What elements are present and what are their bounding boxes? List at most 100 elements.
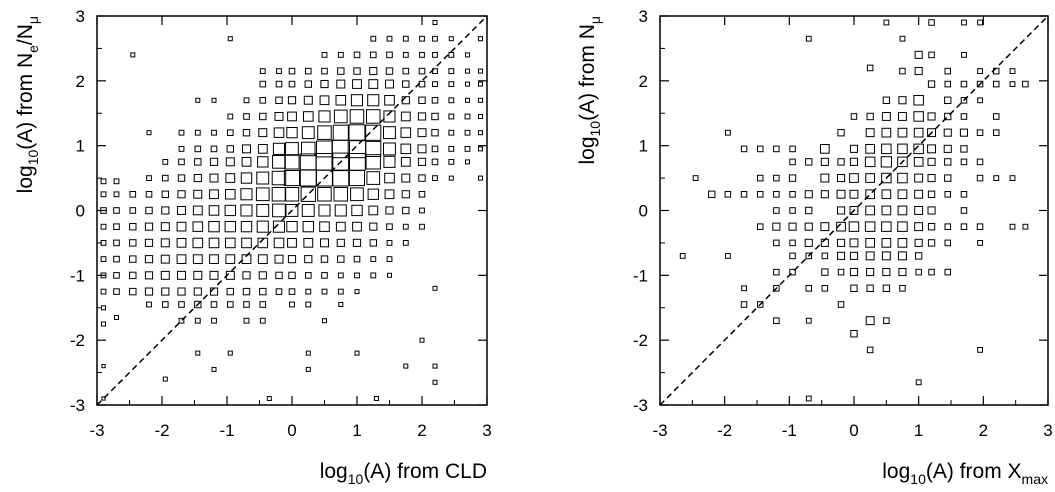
left-y-tick-label: -3 [70,396,85,415]
right-histogram-bin [913,143,924,155]
left-histogram-bin [285,204,299,217]
left-histogram-bin [162,376,168,382]
left-histogram-bin [354,289,360,295]
left-histogram-bin [209,254,219,265]
right-histogram-bin [773,174,780,182]
left-histogram-bin [176,221,187,232]
left-histogram-bin [418,67,426,75]
left-histogram-bin [374,396,379,401]
left-histogram-bin [144,255,154,264]
right-histogram-bin [897,156,908,168]
right-histogram-bin [757,301,764,308]
left-y-tick-label: 3 [76,7,85,26]
right-y-axis-label: log10(A) from Nμ [576,16,603,165]
right-histogram-bin [914,189,924,199]
right-histogram-bin [820,173,830,183]
right-histogram-bin [788,222,797,231]
left-histogram-bin [321,288,328,295]
right-histogram-bin [961,19,967,26]
left-histogram-bin [386,51,393,59]
right-histogram-bin [849,251,859,260]
left-histogram-bin [478,175,483,181]
right-histogram-bin [850,330,858,338]
right-histogram-bin [993,175,1000,181]
left-histogram-bin [465,159,470,165]
right-histogram-bin [943,144,952,153]
left-histogram-bin [320,255,329,263]
right-x-tick-label: 2 [979,421,988,440]
left-histogram-bin [334,204,347,217]
left-histogram-bin [419,207,425,214]
left-histogram-bin [418,191,426,198]
right-histogram-bin [960,207,968,214]
right-histogram-bin [883,19,890,26]
left-histogram-bin [193,270,203,280]
left-histogram-bin [288,271,296,280]
right-histogram-bin [849,238,859,248]
right-histogram-bin [865,251,875,261]
right-histogram-bin [960,191,968,198]
left-histogram-bin [194,158,202,166]
left-histogram-bin [177,206,186,215]
right-histogram-bin [1009,175,1016,181]
left-histogram-bin [161,287,170,296]
left-histogram-bin [176,238,187,248]
left-histogram-bin [386,240,393,246]
left-histogram-bin [366,171,381,185]
left-histogram-bin [432,285,438,291]
left-histogram-bin [400,111,411,122]
left-histogram-bin [370,272,377,279]
right-histogram-bin [837,251,846,260]
right-histogram-bin [976,129,984,136]
left-histogram-bin [333,109,348,124]
left-histogram-bin [225,157,235,167]
right-histogram-bin [724,191,732,198]
left-histogram-bin [287,111,297,122]
right-histogram-bin [882,284,891,293]
right-histogram-bin [757,223,764,230]
left-histogram-bin [272,142,285,155]
left-histogram-bin [193,287,202,296]
left-histogram-bin [227,113,234,120]
left-histogram-bin [401,173,411,183]
left-histogram-bin [400,143,412,155]
right-histogram-bin [849,144,859,153]
left-histogram-bin [321,67,328,75]
left-histogram-bin [241,254,252,265]
left-histogram-bin [225,189,236,200]
right-histogram-bin [804,238,813,247]
right-histogram-bin [725,129,731,136]
left-histogram-bin [242,271,251,280]
right-histogram-bin [960,113,968,120]
right-histogram-bin [915,379,922,386]
right-histogram-bin [773,145,780,153]
left-histogram-bin [383,155,396,168]
left-histogram-bin [432,20,438,25]
left-histogram-bin [162,174,169,182]
right-histogram-bin [944,239,951,247]
right-histogram-bin [773,191,780,198]
left-histogram-bin [304,80,313,88]
left-histogram-bin [257,144,268,154]
left-histogram-bin [160,238,170,248]
left-histogram-bin [320,80,329,89]
left-histogram-bin [114,315,119,320]
left-histogram-bin [478,81,483,87]
left-histogram-bin [319,95,330,106]
left-histogram-bin [195,97,201,103]
left-histogram-bin [448,36,454,42]
right-histogram-bin [899,285,906,292]
left-histogram-bin [369,239,378,247]
left-histogram-bin [349,109,365,124]
right-histogram-bin [789,207,796,214]
left-histogram-bin [337,288,344,295]
right-x-tick-label: 0 [849,421,858,440]
right-y-tick-labels: -3 -2 -1 0 1 2 3 [633,7,648,415]
left-histogram-bin [384,95,395,106]
right-histogram-bin [865,238,875,248]
right-histogram-bin [883,317,890,324]
right-histogram-bin [881,112,891,121]
left-histogram-bin [478,97,483,103]
left-histogram-bin [161,206,170,215]
left-histogram-bin [402,35,409,42]
